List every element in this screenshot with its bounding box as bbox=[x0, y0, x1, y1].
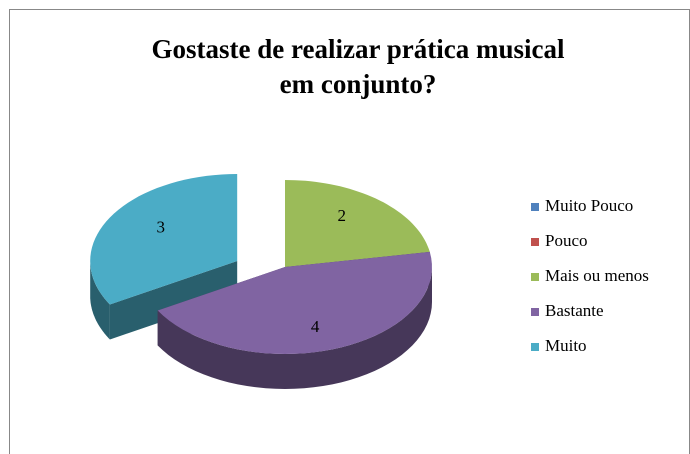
legend-swatch bbox=[531, 238, 539, 246]
legend-swatch bbox=[531, 273, 539, 281]
legend-label: Bastante bbox=[545, 301, 604, 320]
legend-swatch bbox=[531, 203, 539, 211]
pie-slice bbox=[285, 180, 430, 267]
legend-swatch bbox=[531, 343, 539, 351]
legend-label: Mais ou menos bbox=[545, 266, 649, 285]
data-label: 2 bbox=[337, 206, 346, 225]
slice-side bbox=[109, 261, 238, 340]
legend-label: Muito bbox=[545, 336, 587, 355]
slice-wall bbox=[157, 267, 432, 389]
pie-slice bbox=[157, 251, 432, 354]
data-label: 4 bbox=[311, 317, 320, 336]
slice-wall bbox=[90, 261, 110, 340]
data-label: 3 bbox=[157, 217, 166, 236]
chart-title: Gostaste de realizar prática musical bbox=[152, 34, 565, 64]
legend-label: Muito Pouco bbox=[545, 196, 633, 215]
legend-swatch bbox=[531, 308, 539, 316]
chart-title: em conjunto? bbox=[280, 69, 437, 99]
pie-slice bbox=[90, 174, 238, 305]
legend-label: Pouco bbox=[545, 231, 588, 250]
